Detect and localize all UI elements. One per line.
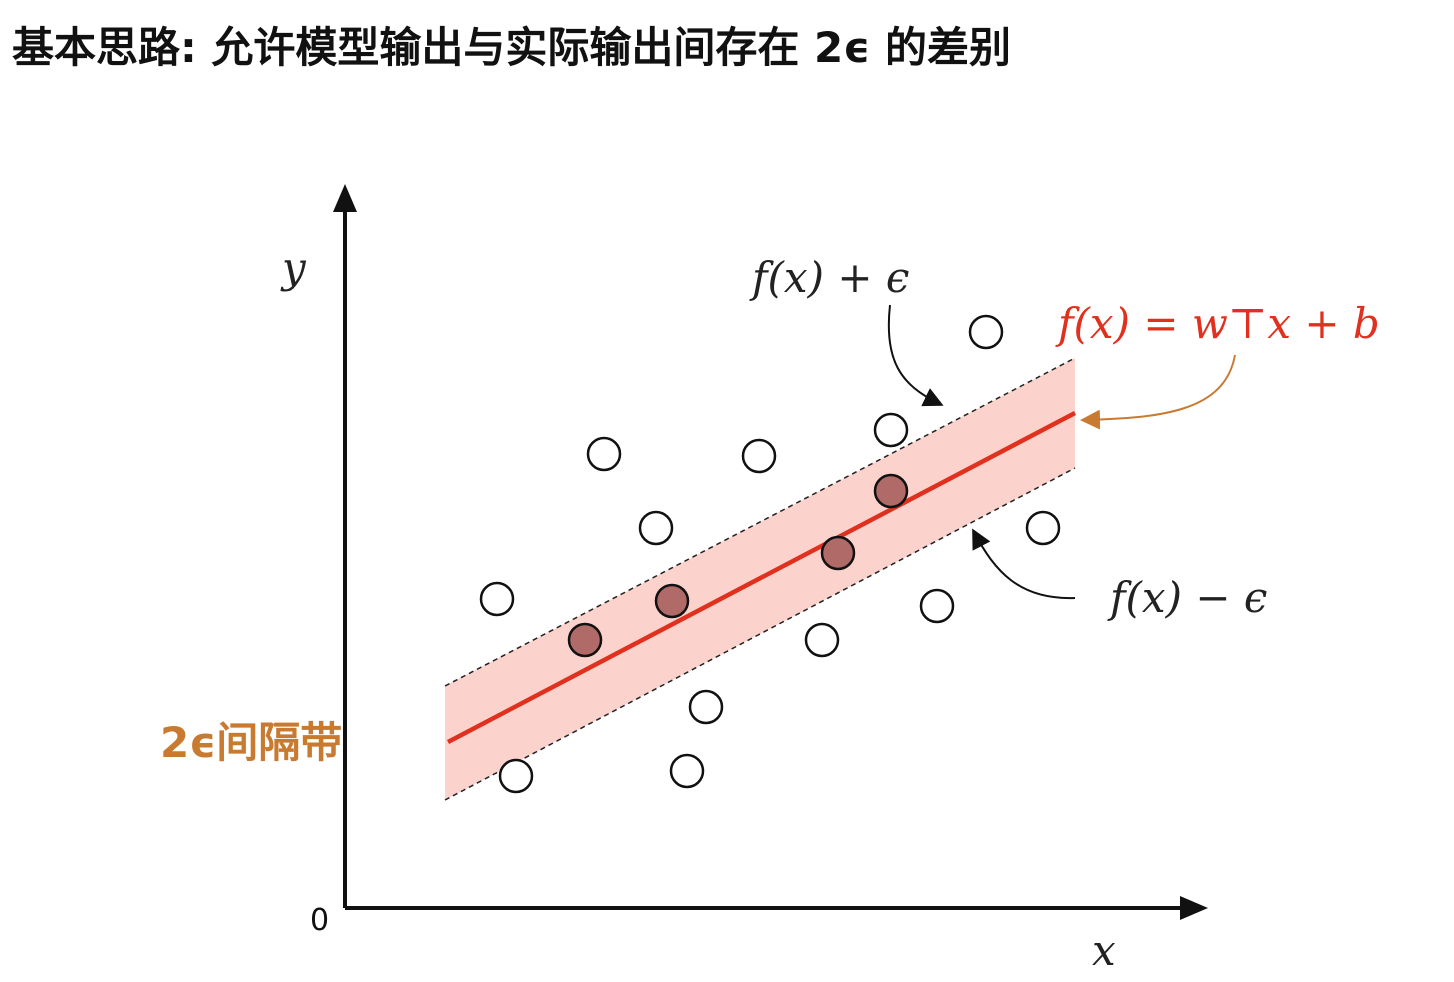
point [873,473,909,509]
x-arrow [1180,896,1208,920]
lower-bound [444,467,1076,801]
regression-line [446,411,1077,744]
point [567,622,603,658]
inside-points [567,473,909,658]
point [498,758,534,794]
y-label: y [280,243,307,292]
point [820,535,856,571]
y-arrow [333,184,357,212]
upper-arrow [887,304,944,407]
point [873,412,909,448]
band-label: 2ϵ间隔带 [160,718,342,767]
point [688,689,724,725]
point [669,753,705,789]
outside-points [479,314,1061,794]
model-label: f(x) = w⊤x + b [1055,299,1380,348]
point [804,622,840,658]
lower-arrow [972,528,1076,600]
title: 基本思路: 允许模型输出与实际输出间存在 2ϵ 的差别 [12,23,1011,72]
point [654,583,690,619]
x-label: x [1092,926,1116,975]
lower-label: f(x) − ϵ [1107,573,1267,622]
point [741,438,777,474]
point [919,588,955,624]
origin-label: 0 [310,903,329,938]
upper-bound [444,357,1076,687]
point [638,510,674,546]
point [586,436,622,472]
point [1025,510,1061,546]
upper-label: f(x) + ϵ [749,253,909,302]
model-arrow [1080,354,1236,430]
point [479,581,515,617]
point [968,314,1004,350]
